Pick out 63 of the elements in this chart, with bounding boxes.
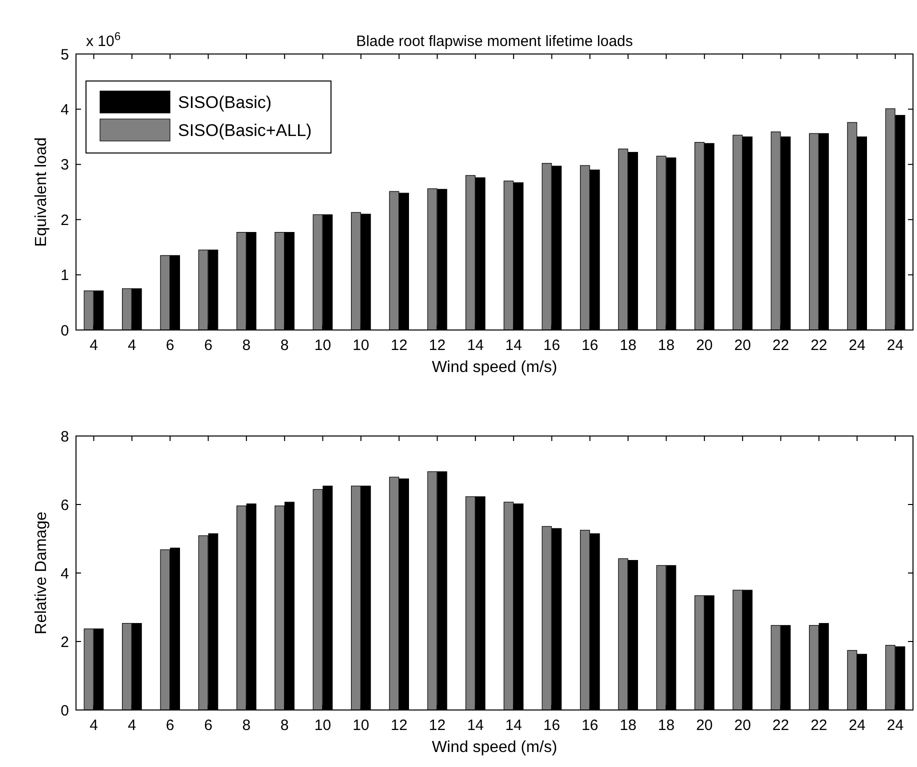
x-tick-label: 8 bbox=[280, 337, 289, 354]
x-tick-label: 16 bbox=[582, 337, 598, 354]
x-tick-label: 22 bbox=[772, 717, 790, 734]
x-tick-label: 10 bbox=[314, 337, 332, 354]
x-tick-label: 12 bbox=[428, 337, 446, 354]
y-tick-label: 2 bbox=[60, 212, 69, 229]
x-tick-label: 4 bbox=[128, 337, 136, 354]
x-tick-label: 8 bbox=[242, 337, 251, 354]
x-tick-label: 22 bbox=[810, 337, 828, 354]
y-axis-title: Relative Damage bbox=[33, 512, 50, 634]
x-tick-label: 20 bbox=[734, 337, 751, 354]
x-axis-title: Wind speed (m/s) bbox=[432, 739, 558, 756]
x-axis-title: Wind speed (m/s) bbox=[432, 359, 558, 376]
y-tick-label: 0 bbox=[60, 322, 69, 340]
y-tick-label: 4 bbox=[60, 565, 69, 582]
x-tick-label: 24 bbox=[848, 337, 866, 354]
x-tick-label: 20 bbox=[734, 717, 751, 734]
y-tick-label: 8 bbox=[60, 428, 69, 446]
x-tick-label: 8 bbox=[242, 717, 251, 734]
x-tick-label: 10 bbox=[314, 717, 332, 734]
x-tick-label: 6 bbox=[166, 717, 174, 734]
x-tick-label: 18 bbox=[658, 717, 675, 734]
x-tick-label: 12 bbox=[390, 717, 408, 734]
x-tick-label: 8 bbox=[280, 717, 289, 734]
x-tick-label: 12 bbox=[428, 717, 446, 734]
x-tick-label: 4 bbox=[90, 337, 98, 354]
x-tick-label: 18 bbox=[620, 717, 636, 734]
x-tick-label: 14 bbox=[505, 337, 522, 354]
x-tick-label: 14 bbox=[467, 337, 484, 354]
x-tick-label: 18 bbox=[620, 337, 636, 354]
x-tick-label: 6 bbox=[204, 717, 212, 734]
y-tick-label: 4 bbox=[60, 101, 69, 118]
x-tick-label: 22 bbox=[810, 717, 828, 734]
x-tick-label: 4 bbox=[128, 717, 136, 734]
x-tick-label: 24 bbox=[886, 337, 904, 354]
x-tick-label: 4 bbox=[90, 717, 98, 734]
y-tick-label: 1 bbox=[60, 267, 69, 284]
x-tick-label: 18 bbox=[658, 337, 675, 354]
x-tick-label: 14 bbox=[467, 717, 484, 734]
x-tick-label: 14 bbox=[505, 717, 522, 734]
y-tick-label: 0 bbox=[60, 702, 69, 720]
x-tick-label: 20 bbox=[696, 717, 713, 734]
x-tick-label: 16 bbox=[543, 337, 560, 354]
y-tick-label: 3 bbox=[60, 156, 69, 174]
x-tick-label: 20 bbox=[696, 337, 713, 354]
y-tick-label: 6 bbox=[60, 496, 69, 514]
x-tick-label: 10 bbox=[352, 717, 370, 734]
x-tick-label: 12 bbox=[390, 337, 408, 354]
x-tick-label: 10 bbox=[352, 337, 370, 354]
chart-title: Blade root flapwise moment lifetime loads bbox=[356, 33, 633, 50]
x-tick-label: 22 bbox=[772, 337, 790, 354]
x-tick-label: 6 bbox=[166, 337, 174, 354]
legend-label: SISO(Basic) bbox=[178, 93, 272, 112]
x-tick-label: 6 bbox=[204, 337, 212, 354]
y-tick-label: 5 bbox=[60, 46, 69, 64]
y-axis-title: Equivalent load bbox=[33, 137, 50, 247]
x-tick-label: 16 bbox=[582, 717, 598, 734]
x-tick-label: 24 bbox=[886, 717, 904, 734]
text: x 10$^{6}$ bbox=[86, 31, 121, 50]
x-tick-label: 16 bbox=[543, 717, 560, 734]
x-tick-label: 24 bbox=[848, 717, 866, 734]
y-tick-label: 2 bbox=[60, 634, 69, 651]
legend-label: SISO(Basic+ALL) bbox=[178, 121, 312, 140]
